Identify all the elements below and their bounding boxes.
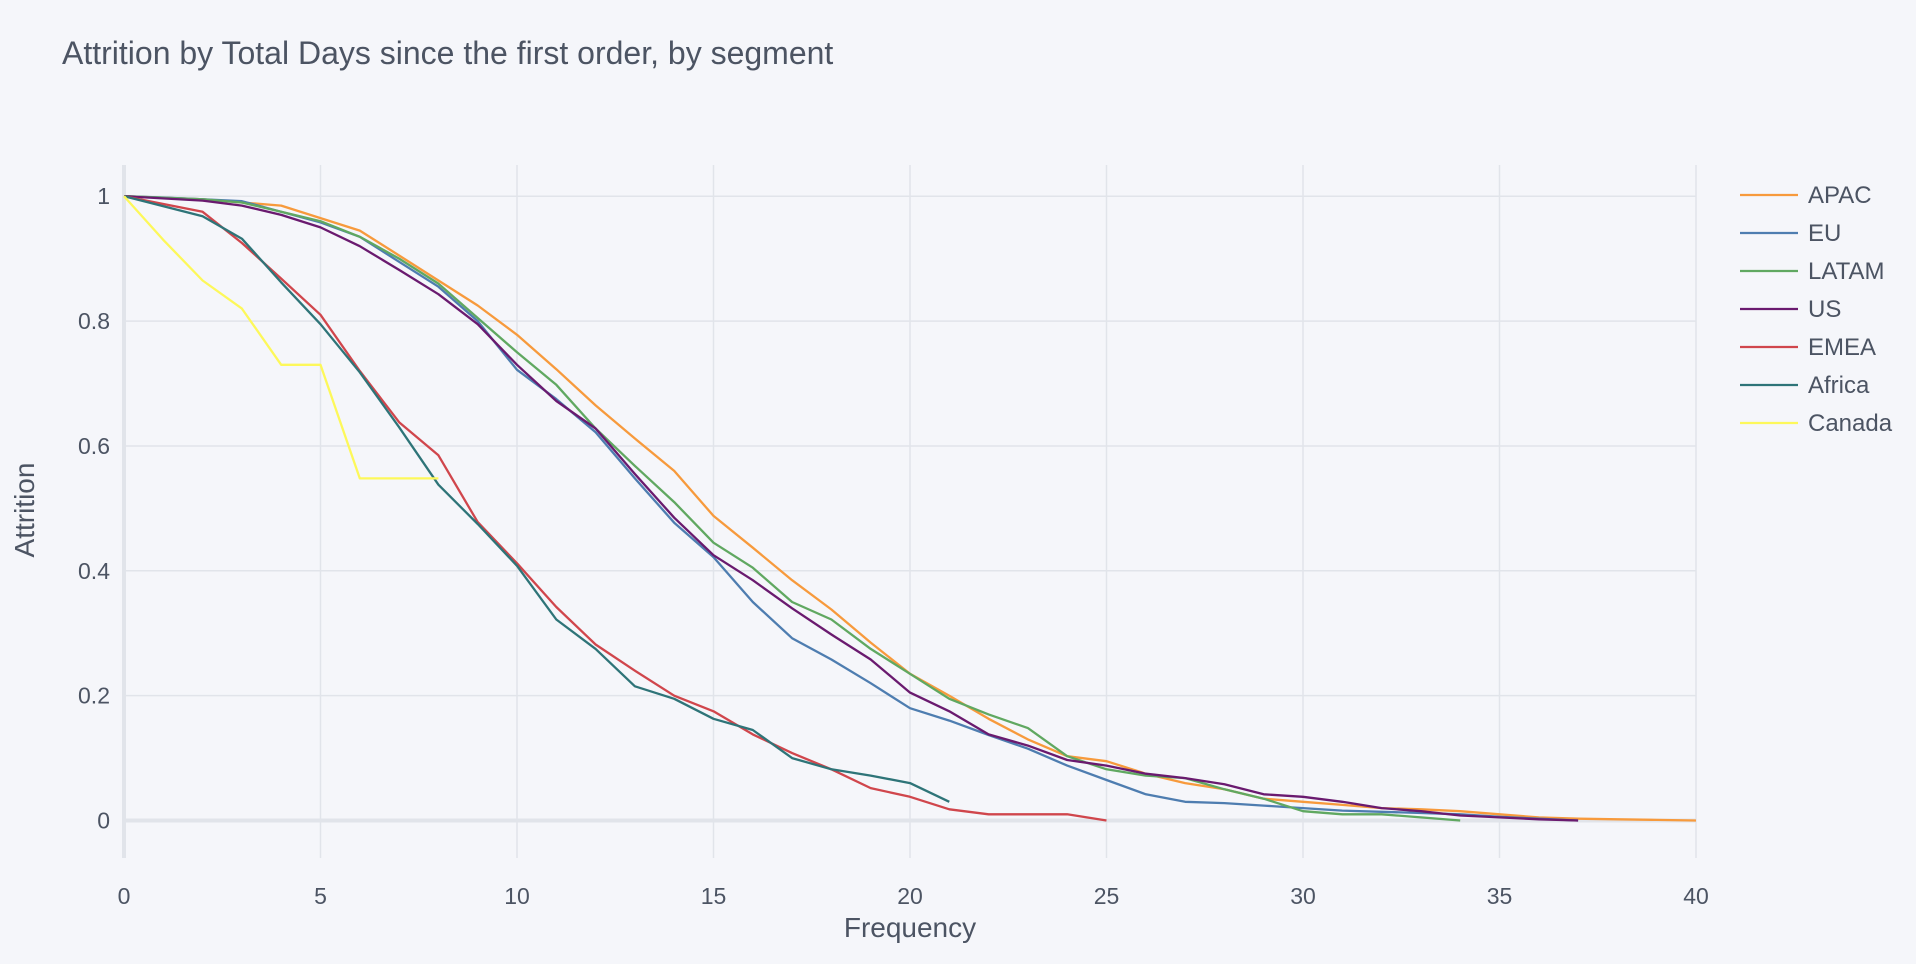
y-tick-label: 0.8 (78, 308, 110, 334)
x-axis-title: Frequency (844, 912, 976, 943)
y-tick-label: 0.2 (78, 683, 110, 709)
legend-item-africa[interactable]: Africa (1740, 372, 1870, 399)
x-tick-label: 20 (897, 883, 923, 909)
legend-label: LATAM (1808, 258, 1884, 285)
legend-item-eu[interactable]: EU (1740, 220, 1841, 247)
x-tick-label: 25 (1094, 883, 1120, 909)
x-tick-label: 0 (118, 883, 131, 909)
legend-item-apac[interactable]: APAC (1740, 182, 1872, 209)
legend-item-canada[interactable]: Canada (1740, 410, 1893, 437)
y-tick-label: 0 (97, 808, 110, 834)
y-tick-label: 0.6 (78, 433, 110, 459)
x-tick-label: 30 (1290, 883, 1316, 909)
y-tick-label: 0.4 (78, 558, 110, 584)
x-tick-label: 40 (1683, 883, 1709, 909)
chart-title: Attrition by Total Days since the first … (62, 35, 833, 71)
legend-label: EMEA (1808, 334, 1876, 361)
x-tick-label: 10 (504, 883, 530, 909)
y-tick-label: 1 (97, 183, 110, 209)
legend-label: Canada (1808, 410, 1893, 437)
y-axis-title: Attrition (9, 463, 40, 558)
legend-label: EU (1808, 220, 1841, 247)
series-line-canada (123, 195, 439, 480)
series-line-africa (123, 195, 950, 803)
x-tick-label: 35 (1487, 883, 1513, 909)
grid (122, 165, 1697, 858)
series-line-latam (123, 195, 1461, 822)
legend-label: APAC (1808, 182, 1872, 209)
tick-labels: 0 5 10 15 20 25 30 35 40 0 0.2 0.4 0.6 0.8 1 (78, 183, 1709, 909)
x-tick-label: 15 (701, 883, 727, 909)
legend: APAC EU LATAM US EMEA Africa Canada (1740, 182, 1893, 437)
legend-label: Africa (1808, 372, 1870, 399)
legend-item-latam[interactable]: LATAM (1740, 258, 1884, 285)
series-line-eu (123, 195, 1579, 822)
legend-item-us[interactable]: US (1740, 296, 1841, 323)
series-line-us (123, 195, 1579, 822)
plot-area (123, 195, 1697, 822)
x-tick-label: 5 (314, 883, 327, 909)
series-line-emea (123, 195, 1107, 822)
legend-item-emea[interactable]: EMEA (1740, 334, 1876, 361)
legend-label: US (1808, 296, 1841, 323)
series-line-apac (123, 195, 1697, 822)
